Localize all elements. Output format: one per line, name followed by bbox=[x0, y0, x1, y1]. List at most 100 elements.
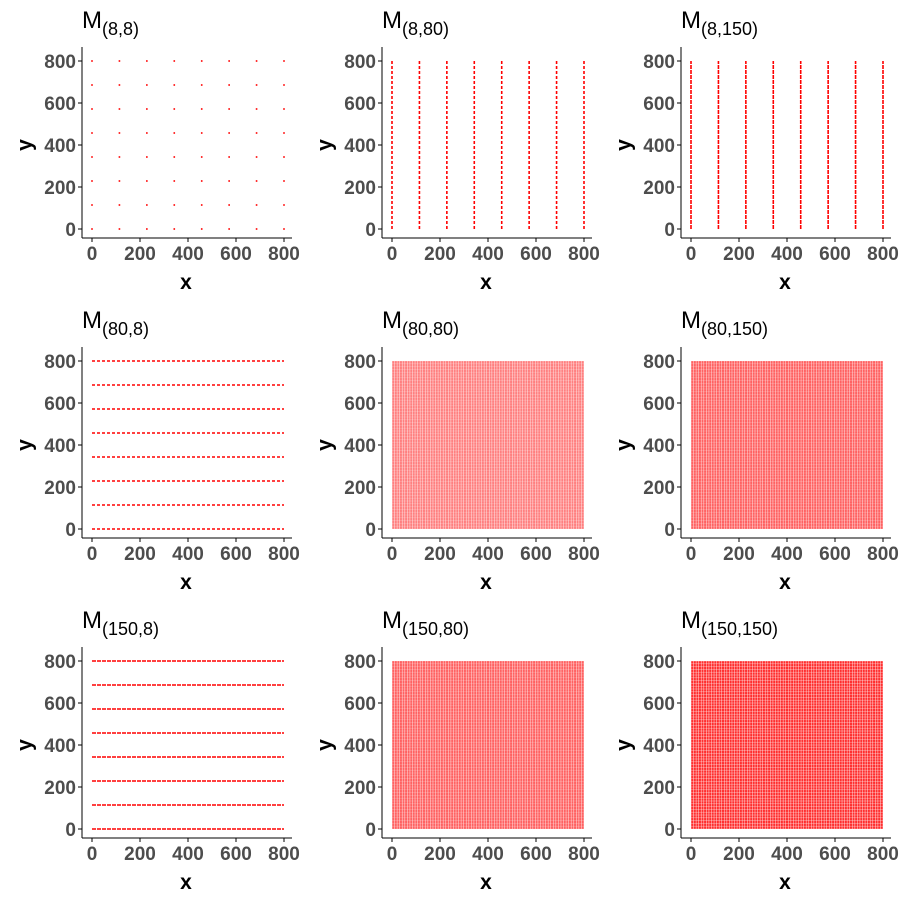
y-tick-label: 800 bbox=[44, 352, 76, 373]
data-point bbox=[283, 228, 285, 230]
panel: M(8,8) 0 200 400 600 800 0 200 400 600 800 x y bbox=[14, 7, 300, 294]
x-tick-label: 400 bbox=[771, 544, 803, 565]
panel-title-main: M bbox=[382, 307, 402, 334]
x-tick-label: 0 bbox=[686, 244, 697, 265]
panel-title-subscript: (150,8) bbox=[102, 619, 159, 639]
data-point bbox=[173, 180, 176, 182]
data-point bbox=[283, 132, 285, 134]
data-point bbox=[283, 84, 285, 86]
y-tick-label: 400 bbox=[44, 136, 76, 157]
panel: M(80,80) 0 200 400 600 800 0 200 400 600 800 x y bbox=[314, 307, 600, 594]
data-point bbox=[118, 108, 121, 110]
panel-title-subscript: (8,80) bbox=[402, 19, 449, 39]
data-points bbox=[391, 360, 585, 530]
data-point bbox=[228, 156, 230, 158]
x-tick-label: 400 bbox=[472, 844, 504, 865]
panel: M(150,80) 0 200 400 600 800 0 200 400 600 800 x y bbox=[314, 607, 600, 894]
data-point bbox=[200, 84, 203, 86]
y-axis-title: y bbox=[613, 739, 636, 751]
x-tick-label: 0 bbox=[387, 244, 398, 265]
x-tick-label: 200 bbox=[723, 244, 755, 265]
y-tick-label: 800 bbox=[643, 652, 675, 673]
y-tick-label: 800 bbox=[643, 52, 675, 73]
x-tick-label: 0 bbox=[87, 244, 98, 265]
data-point-field bbox=[392, 661, 584, 829]
panel-title-main: M bbox=[382, 607, 402, 634]
data-point bbox=[255, 228, 258, 230]
data-points bbox=[391, 660, 585, 830]
y-axis-title: y bbox=[613, 439, 636, 451]
x-tick-label: 800 bbox=[568, 844, 600, 865]
x-axis-title: x bbox=[180, 271, 192, 294]
x-tick-label: 600 bbox=[819, 544, 851, 565]
panel-title: M(150,150) bbox=[681, 607, 778, 639]
y-tick-label: 800 bbox=[344, 52, 376, 73]
data-point bbox=[173, 84, 176, 86]
data-point bbox=[228, 180, 230, 182]
x-tick-label: 800 bbox=[867, 544, 899, 565]
panel: M(80,8) 0 200 400 600 800 0 200 400 600 800 x y bbox=[14, 307, 300, 594]
x-tick-label: 600 bbox=[520, 844, 552, 865]
y-tick-label: 800 bbox=[44, 652, 76, 673]
data-point bbox=[146, 180, 148, 182]
data-point bbox=[200, 132, 203, 134]
data-point bbox=[283, 204, 285, 206]
panel-title: M(80,8) bbox=[82, 307, 149, 339]
x-tick-label: 800 bbox=[867, 844, 899, 865]
y-tick-label: 200 bbox=[344, 178, 376, 199]
x-tick-label: 600 bbox=[819, 844, 851, 865]
y-tick-label: 200 bbox=[44, 478, 76, 499]
x-tick-label: 200 bbox=[723, 544, 755, 565]
y-tick-label: 0 bbox=[365, 220, 376, 241]
y-tick-label: 800 bbox=[44, 52, 76, 73]
y-tick-label: 600 bbox=[344, 94, 376, 115]
data-point bbox=[118, 60, 121, 62]
x-tick-label: 0 bbox=[686, 844, 697, 865]
y-tick-label: 400 bbox=[44, 736, 76, 757]
data-point bbox=[146, 132, 148, 134]
y-tick-label: 400 bbox=[643, 136, 675, 157]
data-point bbox=[200, 228, 203, 230]
y-tick-label: 400 bbox=[643, 436, 675, 457]
y-tick-label: 200 bbox=[344, 478, 376, 499]
y-tick-label: 0 bbox=[664, 520, 675, 541]
y-tick-label: 0 bbox=[365, 820, 376, 841]
x-tick-label: 800 bbox=[568, 244, 600, 265]
y-tick-label: 600 bbox=[44, 394, 76, 415]
x-tick-label: 600 bbox=[520, 544, 552, 565]
y-tick-label: 400 bbox=[44, 436, 76, 457]
data-point bbox=[146, 60, 148, 62]
panel-title-subscript: (150,80) bbox=[402, 619, 469, 639]
data-point bbox=[255, 156, 258, 158]
y-tick-label: 0 bbox=[365, 520, 376, 541]
y-tick-label: 600 bbox=[344, 694, 376, 715]
y-axis-title: y bbox=[314, 439, 337, 451]
panel: M(8,150) 0 200 400 600 800 0 200 400 600 800 x y bbox=[613, 7, 899, 294]
data-point bbox=[91, 204, 93, 206]
panel-title-subscript: (80,150) bbox=[701, 319, 768, 339]
x-tick-label: 0 bbox=[87, 844, 98, 865]
data-point bbox=[146, 156, 148, 158]
data-point bbox=[228, 204, 230, 206]
x-axis-title: x bbox=[480, 571, 492, 594]
x-tick-label: 800 bbox=[268, 844, 300, 865]
data-point bbox=[283, 180, 285, 182]
y-tick-label: 800 bbox=[344, 352, 376, 373]
panel-title-subscript: (8,8) bbox=[102, 19, 139, 39]
data-points bbox=[391, 61, 585, 229]
data-point bbox=[146, 204, 148, 206]
x-tick-label: 400 bbox=[771, 844, 803, 865]
x-tick-label: 400 bbox=[771, 244, 803, 265]
data-point-field bbox=[691, 361, 883, 529]
panel-title: M(8,150) bbox=[681, 7, 758, 39]
x-axis-title: x bbox=[180, 871, 192, 894]
data-point bbox=[200, 108, 203, 110]
x-tick-label: 200 bbox=[424, 844, 456, 865]
data-point bbox=[91, 180, 93, 182]
y-tick-label: 200 bbox=[643, 778, 675, 799]
panel-title: M(8,80) bbox=[382, 7, 449, 39]
data-point bbox=[91, 156, 93, 158]
panel: M(150,150) 0 200 400 600 800 0 200 400 600 800 x y bbox=[613, 607, 899, 894]
data-points bbox=[92, 360, 284, 530]
